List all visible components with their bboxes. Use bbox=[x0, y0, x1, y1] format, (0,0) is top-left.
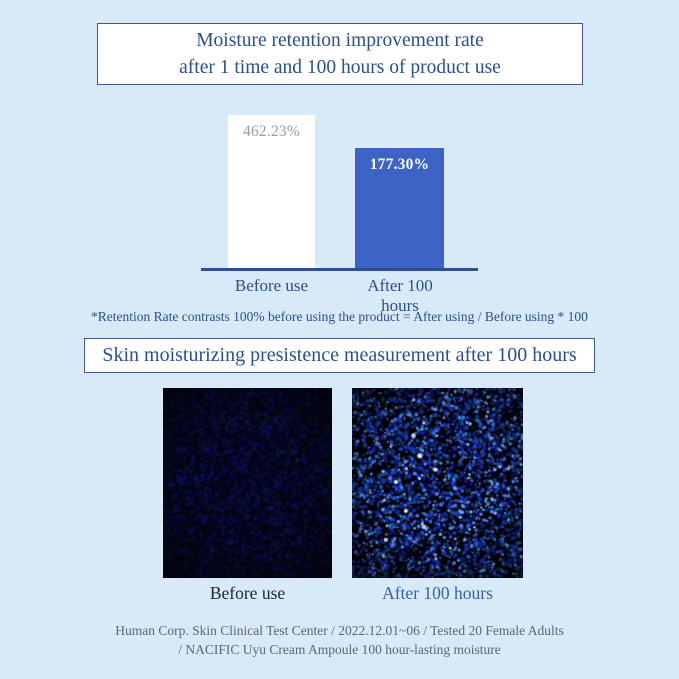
before-use-micrograph-image bbox=[163, 388, 332, 578]
test-info-footer-line1: Human Corp. Skin Clinical Test Center / … bbox=[115, 623, 564, 638]
section2-title-box: Skin moisturizing presistence measuremen… bbox=[84, 338, 595, 373]
chart-title-box: Moisture retention improvement rate afte… bbox=[97, 23, 583, 85]
bar-after-100-hours-value: 177.30% bbox=[369, 156, 430, 173]
chart-x-axis-line bbox=[201, 268, 478, 271]
after-100-hours-micrograph-image bbox=[352, 388, 523, 578]
test-info-footer-line2: / NACIFIC Uyu Cream Ampoule 100 hour-las… bbox=[178, 642, 501, 657]
test-info-footer: Human Corp. Skin Clinical Test Center / … bbox=[0, 621, 679, 659]
retention-rate-footnote: *Retention Rate contrasts 100% before us… bbox=[91, 309, 588, 324]
micrograph-label-after-100-hours: After 100 hours bbox=[382, 583, 493, 603]
bar-before-use: 462.23% bbox=[228, 115, 315, 269]
bar-before-use-value: 462.23% bbox=[243, 123, 300, 140]
x-tick-label-after-100-hours: After 100 hours bbox=[367, 276, 433, 315]
bar-after-100-hours: 177.30% bbox=[355, 148, 444, 269]
micrograph-label-before-use: Before use bbox=[209, 583, 286, 603]
x-tick-label-before-use: Before use bbox=[234, 276, 309, 295]
chart-title-line1: Moisture retention improvement rate bbox=[196, 30, 484, 51]
section2-title: Skin moisturizing presistence measuremen… bbox=[102, 344, 577, 366]
chart-title-line2: after 1 time and 100 hours of product us… bbox=[179, 57, 501, 78]
